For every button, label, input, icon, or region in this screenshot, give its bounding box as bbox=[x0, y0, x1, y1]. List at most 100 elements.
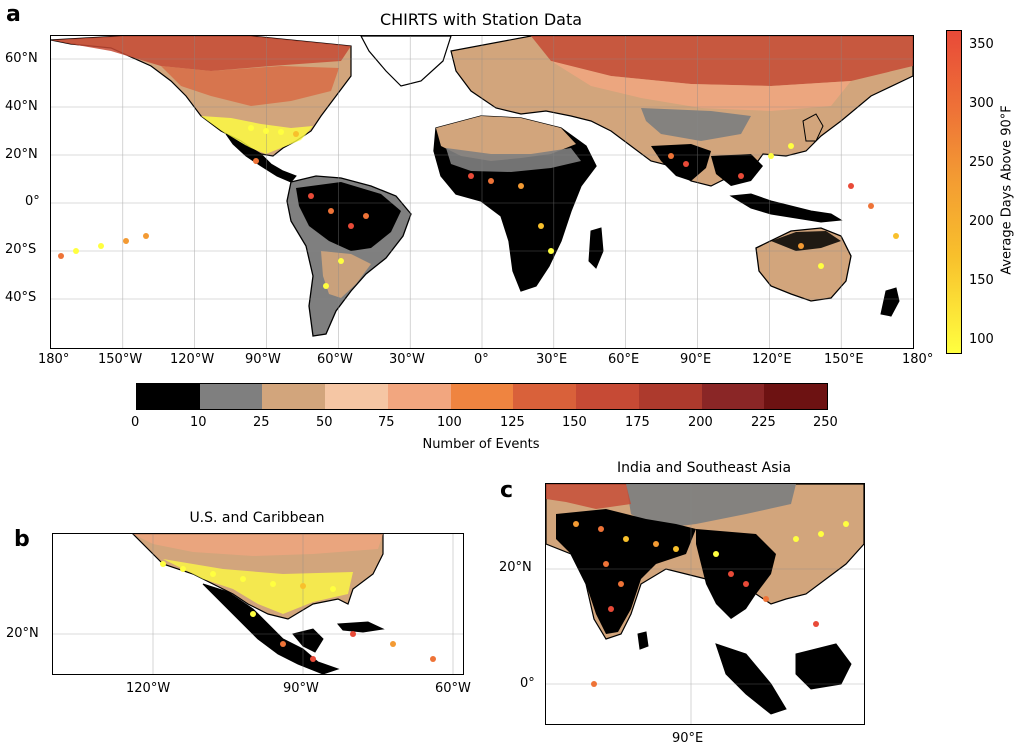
vcb-tick: 250 bbox=[969, 155, 994, 170]
mexico-landmass bbox=[202, 583, 340, 674]
hcb-segment bbox=[262, 384, 326, 409]
landmass-madagascar bbox=[588, 227, 604, 269]
panel-c-title: India and Southeast Asia bbox=[616, 460, 792, 476]
station-point bbox=[253, 158, 259, 164]
station-point bbox=[430, 656, 436, 662]
lat-tick-c: 0° bbox=[520, 676, 535, 691]
graticule-b bbox=[53, 534, 463, 674]
station-point bbox=[793, 536, 799, 542]
asia-mid-band bbox=[551, 61, 851, 111]
hcb-tick: 175 bbox=[625, 415, 650, 430]
station-point bbox=[280, 641, 286, 647]
station-points-a bbox=[58, 125, 899, 289]
station-point bbox=[58, 253, 64, 259]
station-point bbox=[328, 208, 334, 214]
us-north-band bbox=[133, 534, 383, 556]
station-point bbox=[573, 521, 579, 527]
india-sea-map bbox=[545, 483, 865, 725]
station-point bbox=[603, 561, 609, 567]
tibet-gray bbox=[626, 484, 796, 529]
station-point bbox=[683, 161, 689, 167]
station-point bbox=[263, 128, 269, 134]
station-point bbox=[673, 546, 679, 552]
station-point bbox=[98, 243, 104, 249]
station-point bbox=[338, 258, 344, 264]
station-point bbox=[468, 173, 474, 179]
station-point bbox=[278, 129, 284, 135]
amazon-black bbox=[296, 182, 401, 251]
station-point bbox=[323, 283, 329, 289]
cuba bbox=[336, 621, 385, 633]
station-point bbox=[548, 248, 554, 254]
borneo bbox=[795, 643, 852, 690]
lat-tick: 20°S bbox=[5, 242, 37, 257]
indochina-black bbox=[696, 529, 776, 619]
lon-tick: 90°E bbox=[680, 352, 712, 367]
vcb-tick: 350 bbox=[969, 37, 994, 52]
station-point bbox=[743, 581, 749, 587]
hcb-segment bbox=[325, 384, 388, 409]
hcb-tick: 225 bbox=[751, 415, 776, 430]
canada-band bbox=[161, 66, 339, 106]
hcb-segment bbox=[137, 384, 200, 409]
us-caribbean-map bbox=[52, 533, 464, 675]
arctic-band-na bbox=[51, 36, 351, 71]
graticule-c bbox=[546, 484, 864, 724]
station-point bbox=[818, 263, 824, 269]
station-point bbox=[538, 223, 544, 229]
station-point bbox=[893, 233, 899, 239]
station-point bbox=[768, 153, 774, 159]
india-sea-map-svg bbox=[546, 484, 864, 724]
lon-tick: 180° bbox=[38, 352, 70, 367]
lon-tick: 120°E bbox=[752, 352, 792, 367]
hcb-segment bbox=[701, 384, 765, 409]
panel-a-title: CHIRTS with Station Data bbox=[379, 10, 583, 29]
lon-tick-b: 90°W bbox=[283, 681, 319, 696]
hcb-segment bbox=[638, 384, 702, 409]
panel-c-letter: c bbox=[500, 478, 514, 503]
hcb-tick: 125 bbox=[500, 415, 525, 430]
station-point bbox=[713, 551, 719, 557]
station-point bbox=[248, 125, 254, 131]
vcb-label: Average Days Above 90°F bbox=[999, 105, 1015, 275]
panel-a-letter: a bbox=[6, 2, 21, 27]
lon-tick-b: 60°W bbox=[435, 681, 471, 696]
station-point bbox=[728, 571, 734, 577]
panel-b-title: U.S. and Caribbean bbox=[189, 510, 325, 526]
hcb-tick: 10 bbox=[190, 415, 207, 430]
station-point bbox=[348, 223, 354, 229]
lon-tick: 180° bbox=[902, 352, 934, 367]
station-points-c bbox=[573, 521, 849, 687]
lat-tick: 0° bbox=[25, 194, 40, 209]
station-point bbox=[608, 606, 614, 612]
station-point bbox=[653, 541, 659, 547]
himalaya-red bbox=[546, 484, 631, 509]
sumatra bbox=[715, 643, 787, 715]
station-point bbox=[788, 143, 794, 149]
hcb-segment bbox=[387, 384, 451, 409]
vcb-tick: 300 bbox=[969, 96, 994, 111]
station-point bbox=[240, 576, 246, 582]
hcb-segment bbox=[513, 384, 577, 409]
station-point bbox=[390, 641, 396, 647]
landmass-mexico bbox=[225, 133, 297, 183]
lat-tick: 60°N bbox=[5, 51, 38, 66]
station-point bbox=[308, 193, 314, 199]
se-asia-black bbox=[711, 154, 763, 186]
lon-tick: 60°W bbox=[317, 352, 353, 367]
lon-tick-b: 120°W bbox=[126, 681, 171, 696]
station-point bbox=[330, 586, 336, 592]
lon-tick: 60°E bbox=[608, 352, 640, 367]
station-point bbox=[518, 183, 524, 189]
station-point bbox=[310, 656, 316, 662]
station-point bbox=[250, 611, 256, 617]
central-america bbox=[292, 628, 324, 653]
lon-tick: 30°W bbox=[389, 352, 425, 367]
southamerica-tan bbox=[321, 251, 371, 298]
station-point bbox=[738, 173, 744, 179]
lat-tick-c: 20°N bbox=[499, 560, 532, 575]
lon-tick: 150°E bbox=[824, 352, 864, 367]
station-point bbox=[300, 583, 306, 589]
station-point bbox=[270, 581, 276, 587]
station-point bbox=[350, 631, 356, 637]
